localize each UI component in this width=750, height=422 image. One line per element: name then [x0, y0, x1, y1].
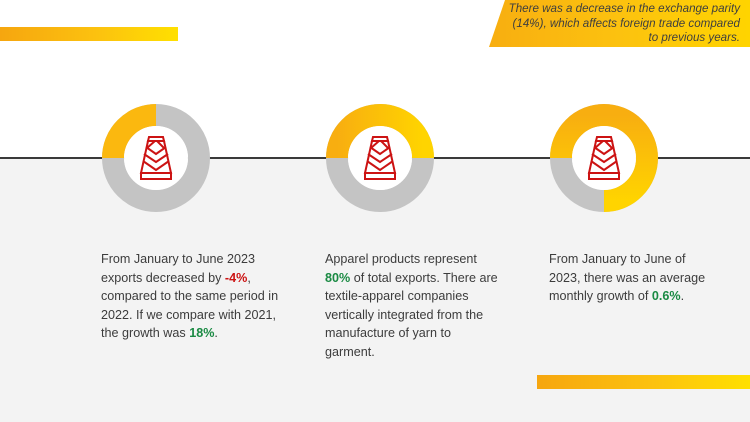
- callout-box: There was a decrease in the exchange par…: [489, 0, 750, 47]
- ring-fill-1: [102, 104, 157, 159]
- bottom-accent-bar: [537, 375, 750, 389]
- card-3-text-part: From January to June of 2023, there was …: [549, 252, 706, 304]
- card-1-text: From January to June 2023 exports decrea…: [101, 250, 279, 343]
- card-1-text-part: , compared to the same period in 2022. I…: [101, 270, 279, 341]
- card-2-text-part: of total exports. There are textile-appa…: [325, 270, 498, 359]
- callout-text: There was a decrease in the exchange par…: [508, 2, 740, 44]
- card-1-text-part: .: [214, 326, 218, 341]
- card-3-text: From January to June of 2023, there was …: [549, 250, 719, 306]
- ring-fill-2: [326, 104, 434, 159]
- progress-ring-2: [325, 103, 435, 213]
- card-2-text-part: Apparel products represent: [325, 252, 477, 266]
- yarn-spool-icon: [587, 136, 621, 180]
- monthly-growth-value: 0.6%: [651, 289, 681, 304]
- ring-fill-3: [550, 103, 658, 212]
- top-accent-bar: [0, 27, 178, 41]
- yarn-spool-icon: [363, 136, 397, 180]
- exports-change-value: -4%: [224, 270, 248, 285]
- card-3-text-part: .: [680, 289, 685, 304]
- yarn-spool-icon: [139, 136, 173, 180]
- growth-value: 18%: [189, 326, 215, 341]
- apparel-share-value: 80%: [325, 270, 351, 285]
- card-2-text: Apparel products represent 80% of total …: [325, 250, 503, 362]
- card-1-text-part: From January to June 2023 exports decrea…: [101, 252, 256, 285]
- progress-ring-3: [549, 103, 659, 213]
- progress-ring-1: [101, 103, 211, 213]
